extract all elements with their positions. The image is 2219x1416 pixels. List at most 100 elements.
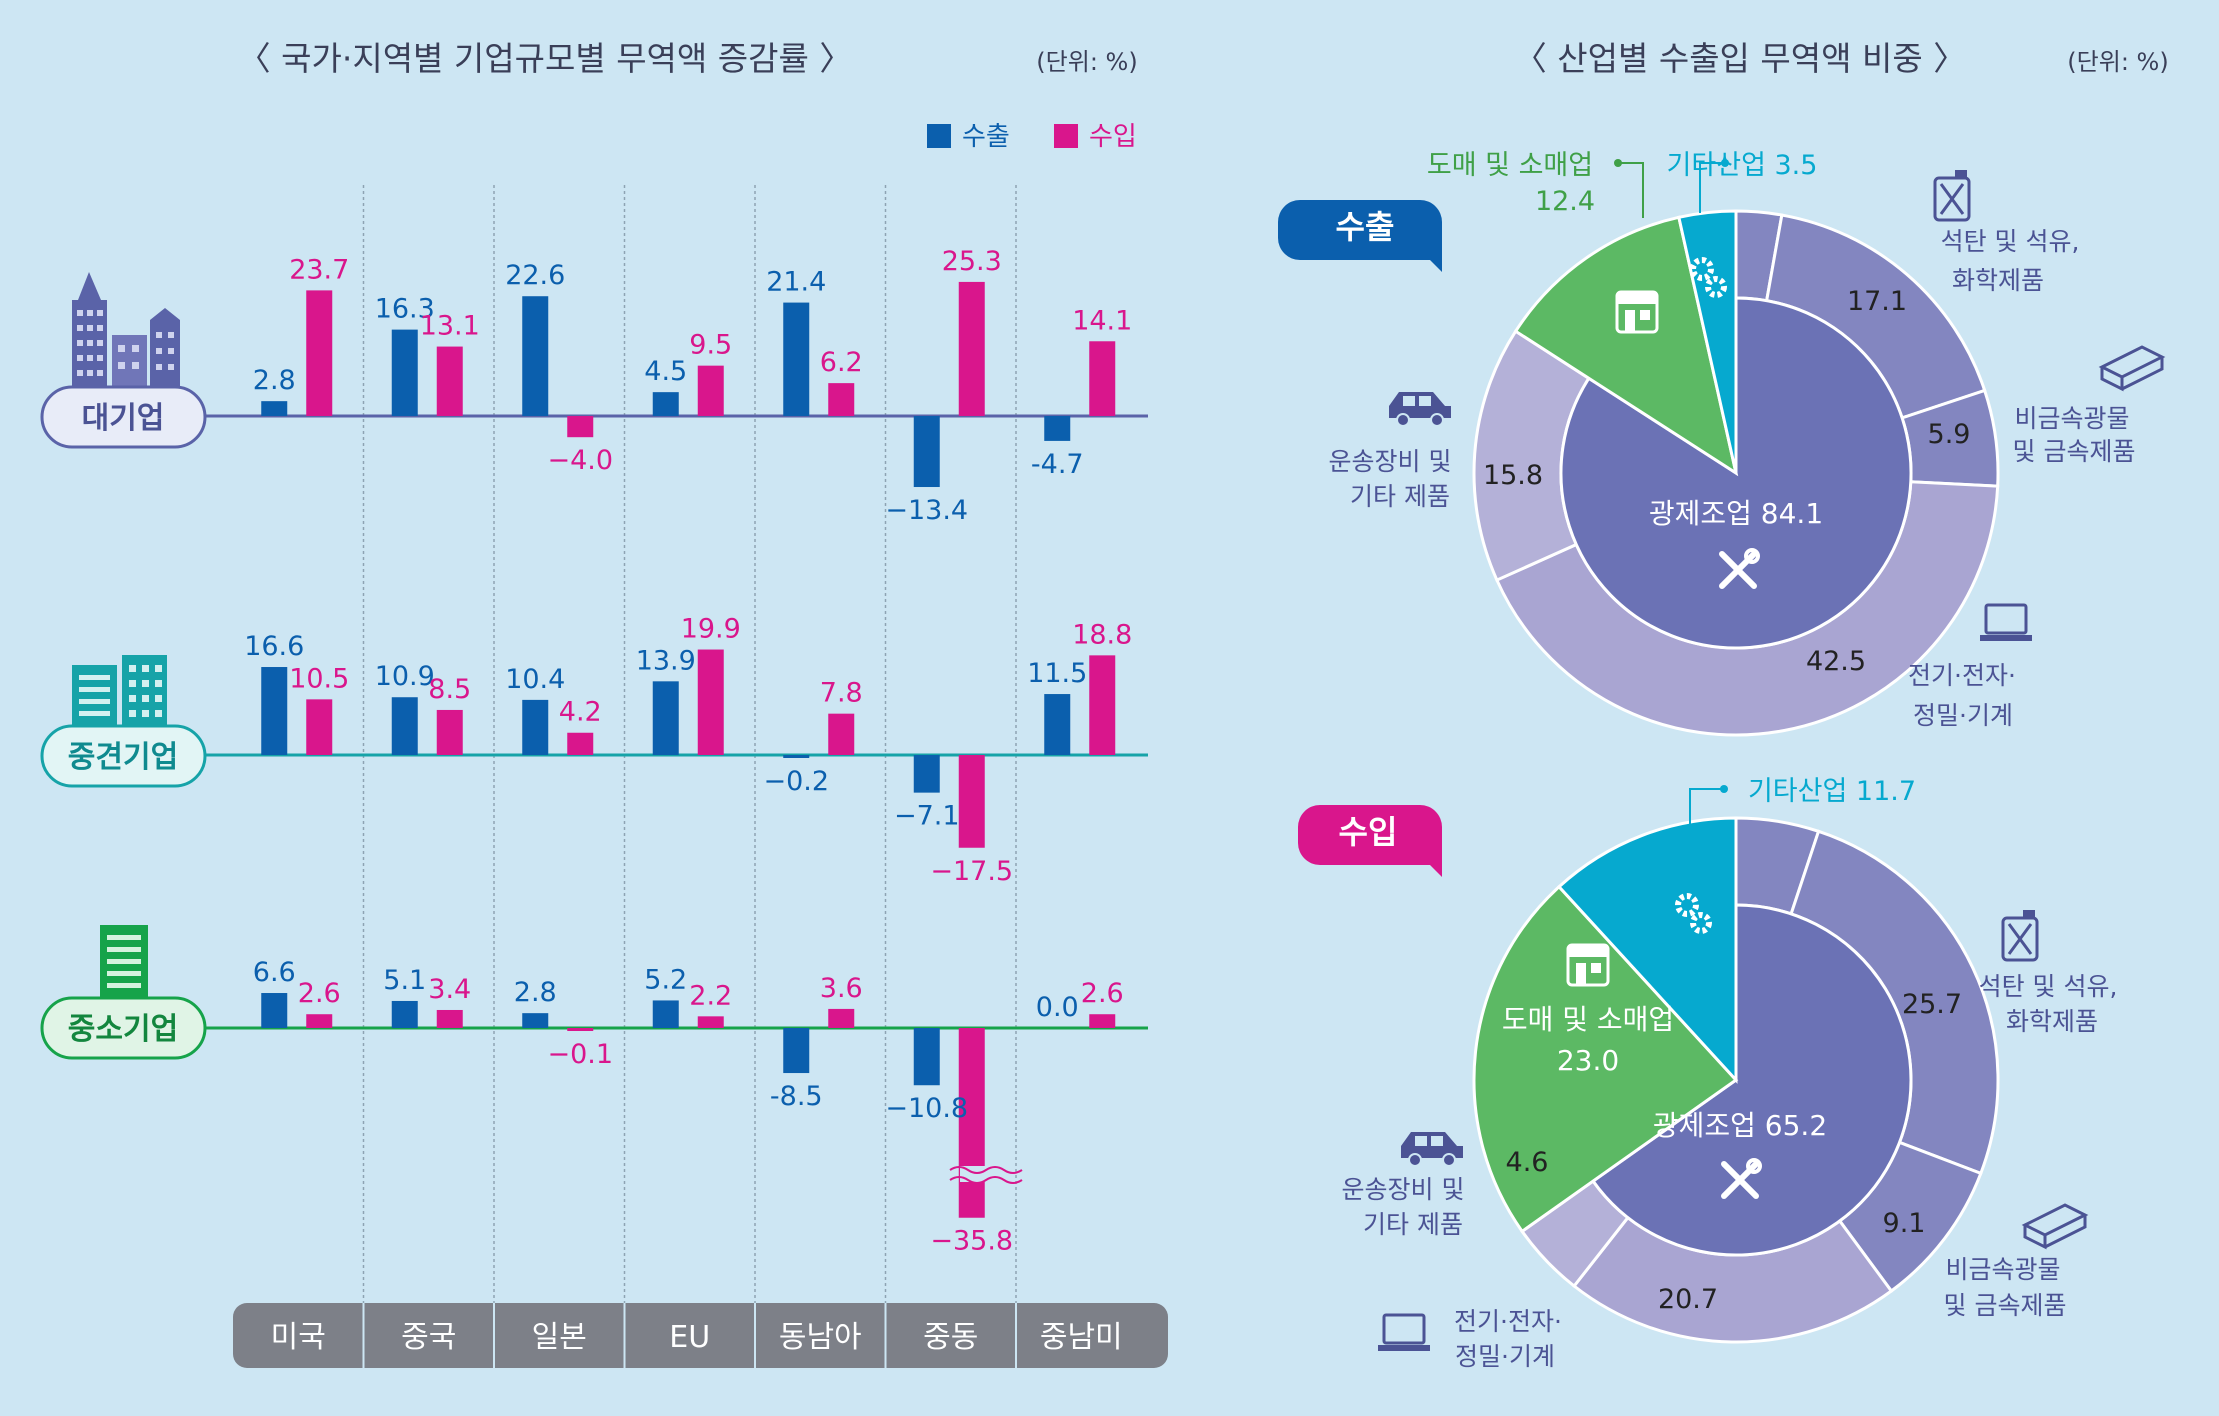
export-val-cat4: 15.8 <box>1483 460 1543 491</box>
export-bar <box>522 699 549 755</box>
left-panel: 〈 국가·지역별 기업규모별 무역액 증감률 〉 (단위: %) 수출 수입 2… <box>40 39 1168 1368</box>
import-bar <box>697 649 724 755</box>
bar-value-label: 16.6 <box>244 631 304 662</box>
import-bar <box>1089 655 1116 755</box>
store-icon <box>1566 943 1610 987</box>
import-bar <box>1089 1014 1116 1028</box>
export-bar <box>1044 694 1071 755</box>
group-label-small: 중소기업 <box>40 925 207 1060</box>
bar-value-label: 10.5 <box>289 663 349 694</box>
bar-value-label: −35.8 <box>930 1226 1013 1257</box>
import-bar <box>567 732 594 755</box>
import-cat3-line2: 정밀·기계 <box>1455 1342 1555 1371</box>
import-cat1-line1: 석탄 및 석유, <box>1979 972 2118 1001</box>
bar-value-label: −0.2 <box>763 766 829 797</box>
bar-value-label: 4.5 <box>644 356 687 387</box>
bar-value-label: −10.8 <box>885 1093 968 1124</box>
import-bar <box>828 1008 855 1028</box>
bar-value-label: 5.2 <box>644 964 687 995</box>
category-label: EU <box>669 1320 710 1355</box>
bar-value-label: 2.6 <box>1081 978 1124 1009</box>
import-badge-text: 수입 <box>1339 813 1398 851</box>
legend-export-label: 수출 <box>962 122 1010 152</box>
export-cat4-line1: 운송장비 및 <box>1329 447 1452 476</box>
export-bar <box>913 1028 940 1086</box>
import-bar <box>697 365 724 416</box>
import-bar <box>306 699 333 755</box>
import-cat1-line2: 화학제품 <box>2006 1007 2098 1036</box>
export-bar <box>783 755 810 758</box>
gears-icon <box>1690 257 1727 298</box>
import-bar <box>828 383 855 416</box>
bar-value-label: 14.1 <box>1072 305 1132 336</box>
bar-value-label: 4.2 <box>559 697 602 728</box>
gears-icon <box>1675 893 1712 934</box>
bar-value-label: -8.5 <box>770 1081 823 1112</box>
legend-import-swatch <box>1054 124 1078 148</box>
import-cat2-line2: 및 금속제품 <box>1944 1291 2067 1320</box>
right-title: 〈 산업별 수출입 무역액 비중 〉 <box>1514 39 1966 78</box>
import-other-label: 기타산업 11.7 <box>1748 776 1916 807</box>
office-building-icon <box>72 655 167 730</box>
export-manufacturing-label: 광제조업 84.1 <box>1649 497 1823 530</box>
bar-value-label: 5.1 <box>383 965 426 996</box>
group-label-large: 대기업 <box>40 272 207 449</box>
import-bar <box>567 1028 594 1031</box>
import-cat4-line2: 기타 제품 <box>1363 1210 1463 1239</box>
export-bar <box>261 401 288 416</box>
export-bar <box>783 302 810 416</box>
category-label: 일본 <box>532 1320 587 1355</box>
left-title: 〈 국가·지역별 기업규모별 무역액 증감률 〉 <box>238 39 853 78</box>
import-manufacturing-label: 광제조업 65.2 <box>1653 1109 1827 1142</box>
bar-value-label: 21.4 <box>766 267 826 298</box>
import-wholesale-label: 도매 및 소매업 <box>1502 1003 1674 1036</box>
small-building-icon <box>92 925 156 1006</box>
export-bar <box>652 1000 679 1028</box>
bar-value-label: 0.0 <box>1036 992 1079 1023</box>
export-cat2-line1: 비금속광물 <box>2014 404 2129 433</box>
bar-value-label: 2.8 <box>514 977 557 1008</box>
import-bar <box>828 713 855 755</box>
group-label-small-text: 중소기업 <box>68 1012 178 1047</box>
import-bar <box>436 709 463 755</box>
category-label: 중국 <box>401 1320 456 1355</box>
right-panel: 〈 산업별 수출입 무역액 비중 〉 (단위: %) 수출 수입 도매 및 소매… <box>1278 39 2169 1371</box>
bar-value-label: −13.4 <box>885 495 968 526</box>
import-val-cat1: 25.7 <box>1902 989 1962 1020</box>
category-label: 중동 <box>923 1320 978 1355</box>
bar-value-label: 10.9 <box>375 661 435 692</box>
bar-value-label: −0.1 <box>547 1039 613 1070</box>
bar-value-label: 18.8 <box>1072 619 1132 650</box>
import-val-cat4: 4.6 <box>1506 1147 1549 1178</box>
import-donut-chart <box>1472 816 2000 1344</box>
import-wholesale-value: 23.0 <box>1557 1044 1619 1077</box>
bar-value-label: −17.5 <box>930 856 1013 887</box>
category-label: 중남미 <box>1040 1320 1123 1355</box>
export-cat3-line1: 전기·전자· <box>1908 661 2016 690</box>
bar-value-label: 3.6 <box>820 973 863 1004</box>
export-wholesale-value: 12.4 <box>1535 186 1595 217</box>
export-bar <box>261 993 288 1028</box>
other-industry-slice <box>1556 816 1738 1084</box>
bar-value-label: 19.9 <box>681 614 741 645</box>
legend-import-label: 수입 <box>1089 122 1137 152</box>
import-bar <box>306 290 333 416</box>
import-donut-labels: 기타산업 11.7 도매 및 소매업 23.0 광제조업 65.2 석탄 및 석… <box>1342 776 2118 1371</box>
export-bar <box>391 1000 418 1028</box>
bar-value-label: −4.0 <box>547 445 613 476</box>
import-bar <box>567 416 594 438</box>
export-bar <box>783 1028 810 1074</box>
bar-value-label: 2.2 <box>689 980 732 1011</box>
laptop-icon <box>1980 603 2032 641</box>
import-cat4-line1: 운송장비 및 <box>1342 1175 1465 1204</box>
export-badge: 수출 <box>1278 200 1442 272</box>
import-bar <box>958 281 985 416</box>
category-axis-bar <box>233 1303 1168 1368</box>
import-bar <box>436 1009 463 1028</box>
steel-beam-icon <box>2021 1203 2089 1250</box>
export-bar <box>261 667 288 755</box>
export-cat1-line1: 석탄 및 석유, <box>1941 227 2080 256</box>
right-unit: (단위: %) <box>2067 48 2168 76</box>
group-label-mid-text: 중견기업 <box>68 740 178 775</box>
export-bar <box>391 697 418 755</box>
